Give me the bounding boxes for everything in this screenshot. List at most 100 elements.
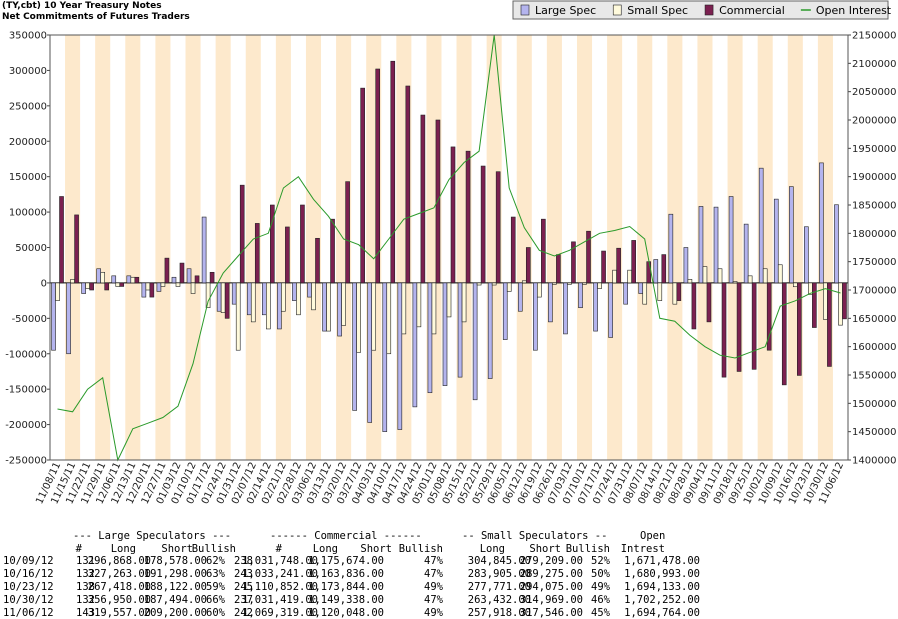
- bar: [578, 282, 583, 309]
- bar: [171, 276, 177, 284]
- y2-tick-label: 1600000: [852, 342, 897, 353]
- table-cell: 10/09/12: [3, 555, 54, 567]
- bar: [209, 271, 215, 284]
- bar: [186, 268, 192, 284]
- table-cell: 1,173,844.00: [308, 581, 384, 593]
- table-column-header: Bullish: [192, 543, 236, 555]
- bar: [416, 282, 422, 328]
- bar: [781, 282, 787, 386]
- table-column-header: #: [76, 543, 83, 555]
- plot-frame: [49, 34, 849, 461]
- y-tick-label: -150000: [5, 385, 47, 396]
- bar: [533, 282, 538, 351]
- table-cell: 1,149,338.00: [308, 594, 384, 606]
- bar: [367, 282, 373, 423]
- bar: [326, 282, 331, 332]
- band: [637, 35, 653, 460]
- table-cell: 289,275.00: [520, 568, 583, 580]
- table-cell: 356,950.00: [88, 594, 151, 606]
- y2-tick-label: 1900000: [852, 172, 897, 183]
- table-cell: 314,969.00: [520, 594, 583, 606]
- band: [155, 35, 171, 460]
- bar: [552, 282, 557, 285]
- legend-swatch: [612, 4, 622, 16]
- legend-label: Commercial: [719, 4, 785, 17]
- table-cell: 132: [76, 568, 95, 580]
- table-cell: 143: [76, 607, 95, 619]
- legend-swatch: [520, 4, 530, 16]
- bar: [612, 269, 617, 284]
- table-cell: 1,031,748.00: [242, 555, 318, 567]
- legend-label: Open Interest: [816, 4, 892, 17]
- bar: [130, 276, 136, 284]
- table-cell: 62%: [206, 555, 226, 567]
- table-cell: 243: [234, 568, 253, 580]
- bar: [115, 282, 121, 287]
- bar: [164, 257, 170, 284]
- table-cell: 257,918.00: [468, 607, 531, 619]
- bar: [450, 146, 456, 284]
- table-cell: 294,075.00: [520, 581, 583, 593]
- table-cell: 317,546.00: [520, 607, 583, 619]
- bar: [51, 282, 56, 351]
- bar: [386, 282, 392, 355]
- y-tick-label: 250000: [9, 101, 47, 112]
- table-cell: 10/16/12: [3, 568, 54, 580]
- bar: [311, 282, 316, 311]
- bar: [352, 282, 357, 411]
- bar: [179, 262, 185, 284]
- table-column-header: Long: [313, 543, 338, 555]
- table-cell: 1,694,133.00: [624, 581, 700, 593]
- bar: [762, 268, 768, 284]
- table-cell: 1,033,241.00: [242, 568, 318, 580]
- bar: [427, 282, 433, 394]
- y-tick-label: 300000: [9, 66, 47, 77]
- bar: [371, 282, 377, 351]
- bar: [431, 282, 437, 335]
- bar: [586, 230, 591, 284]
- bar: [495, 171, 501, 284]
- table-cell: 1,694,764.00: [624, 607, 700, 619]
- table-cell: 52%: [591, 555, 611, 567]
- bar: [537, 282, 542, 298]
- bar: [457, 282, 463, 378]
- table-cell: 66%: [206, 594, 226, 606]
- bar: [834, 204, 839, 284]
- bar: [743, 223, 749, 284]
- chart-title: (TY,cbt) 10 Year Treasury Notes: [2, 1, 162, 11]
- bar: [668, 213, 674, 284]
- table-cell: 132: [76, 594, 95, 606]
- table-cell: 63%: [206, 568, 226, 580]
- table-column-header: Bullish: [566, 543, 610, 555]
- bar: [487, 282, 493, 379]
- y2-tick-label: 1850000: [852, 201, 897, 212]
- band: [697, 35, 713, 460]
- band: [576, 35, 593, 460]
- bar: [231, 282, 237, 305]
- bar: [277, 282, 282, 330]
- bar: [70, 279, 75, 284]
- bar: [751, 282, 757, 370]
- bar: [345, 181, 350, 284]
- band: [245, 35, 261, 460]
- bar: [216, 282, 222, 312]
- bar: [773, 198, 779, 284]
- bar: [661, 254, 667, 284]
- bar: [793, 282, 798, 288]
- bar: [412, 282, 418, 408]
- table-cell: 245: [234, 581, 253, 593]
- y-tick-label: 100000: [9, 208, 47, 219]
- bar: [360, 87, 365, 284]
- legend-label: Small Spec: [627, 4, 688, 17]
- bar: [250, 282, 256, 323]
- table-cell: 1,175,674.00: [308, 555, 384, 567]
- bar: [691, 282, 697, 330]
- band: [667, 35, 683, 460]
- bar: [194, 275, 200, 284]
- bar: [766, 282, 772, 351]
- table-cell: 304,845.00: [468, 555, 531, 567]
- line: [57, 34, 841, 462]
- table-cell: 47%: [424, 568, 444, 580]
- bar: [472, 282, 478, 401]
- bar: [266, 282, 271, 330]
